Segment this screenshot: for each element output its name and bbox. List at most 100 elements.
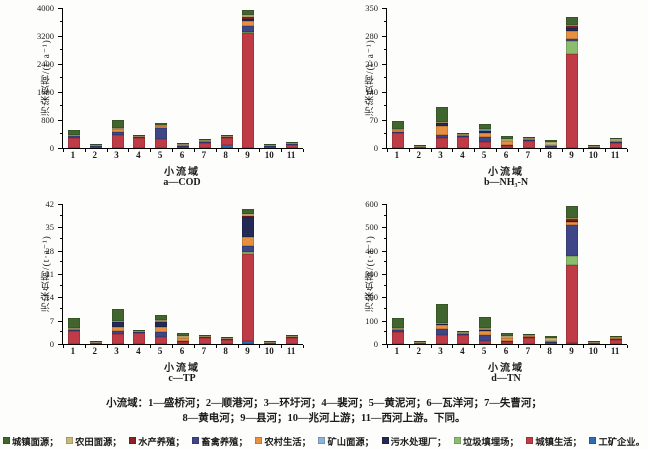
stacked-bar-5 [155, 315, 168, 344]
bar-segment [479, 123, 492, 130]
x-axis-ticks: 1 2 3 4 5 6 7 8 9 10 11 [62, 346, 302, 358]
bar-segment [544, 144, 557, 146]
y-tick-minor [60, 284, 63, 286]
x-tick-label: 9 [245, 346, 250, 356]
bar-segment [522, 139, 535, 141]
y-axis-ticks: 0 70 140 210 280 350 [350, 3, 383, 153]
bar-segment [435, 325, 448, 329]
bar-segment [566, 41, 579, 54]
stacked-bar-7 [198, 334, 211, 344]
bar-segment [610, 339, 623, 341]
bar-segment [391, 129, 404, 131]
y-tick-mark [382, 36, 386, 37]
bar-segment [435, 334, 448, 344]
stacked-bar-10 [264, 340, 277, 344]
x-tick-label: 4 [460, 150, 465, 160]
bar-segment [242, 25, 255, 32]
x-tick-label: 2 [92, 150, 97, 160]
y-tick-mark [58, 227, 62, 229]
stacked-bar-2 [413, 341, 426, 344]
chart-panel-tp: 污染负荷/(t·a⁻¹) 0 7 14 21 28 35 42 1 2 3 4 5 6 7 8 9 10 11 … [0, 196, 324, 392]
bar-segment [457, 135, 470, 137]
bar-segment [242, 21, 255, 26]
bar-segment [522, 336, 535, 338]
y-tick-label: 200 [365, 292, 378, 303]
y-tick-label: 7 [49, 315, 54, 326]
y-tick-label: 42 [45, 199, 55, 209]
y-tick-label: 70 [369, 115, 379, 125]
bar-segment [286, 335, 299, 337]
bar-segment [413, 144, 426, 146]
bar-segment [501, 338, 513, 342]
bar-segment [391, 133, 404, 148]
stacked-bar-6 [177, 333, 189, 344]
bar-segment [457, 333, 470, 335]
bar-segment [566, 221, 579, 226]
bar-segment [544, 343, 557, 344]
x-tick-mark [387, 345, 388, 348]
x-tick-label: 1 [70, 150, 76, 160]
x-tick-label: 6 [503, 150, 509, 160]
plot-area [58, 8, 304, 152]
x-tick-label: 9 [569, 346, 574, 356]
x-tick-mark [474, 345, 476, 348]
x-tick-label: 1 [394, 150, 400, 160]
y-tick-label: 14 [45, 292, 55, 303]
y-tick-minor [60, 238, 63, 239]
bar-segment [133, 331, 146, 333]
bar-segment [242, 18, 255, 22]
legend-swatch-icon [589, 437, 597, 444]
plot-area [58, 204, 304, 348]
bar-segment [264, 147, 277, 148]
y-tick-minor [60, 49, 63, 50]
y-tick-label: 4000 [37, 3, 54, 13]
legend-swatch-icon [318, 437, 326, 444]
bar-segment [177, 142, 189, 144]
bar-segment [544, 141, 557, 145]
legend-label: 工矿企业。 [598, 437, 645, 448]
bar-segment [111, 128, 124, 130]
bar-segment [89, 341, 102, 342]
y-tick-mark [58, 8, 62, 9]
stacked-bar-3 [111, 120, 124, 148]
bar-segment [610, 139, 623, 141]
y-tick-label: 280 [365, 31, 378, 41]
x-tick-label: 10 [588, 346, 598, 356]
y-axis-ticks: 0 7 14 21 28 35 42 [26, 199, 59, 349]
x-tick-mark [408, 345, 410, 348]
bar-segment [391, 327, 404, 329]
bar-segment [286, 141, 299, 143]
bar-segment [610, 335, 623, 337]
stacked-bar-1 [391, 317, 404, 344]
bar-segment [566, 255, 579, 265]
bar-segment [413, 146, 426, 148]
legend-swatch-icon [3, 437, 10, 444]
x-tick-label: 6 [503, 346, 509, 356]
caption-line-1: 小流域：1—盛桥河；2—顺港河；3—环圩河；4—裴河；5—黄泥河；6—瓦洋河；7… [106, 398, 542, 409]
stacked-bar-9 [566, 206, 579, 344]
bar-segment [413, 341, 426, 342]
bar-segment [588, 343, 601, 344]
bar-segment [479, 141, 492, 148]
y-tick-mark [58, 344, 62, 345]
bar-segment [286, 334, 299, 336]
y-tick-label: 300 [365, 269, 378, 279]
bar-segment [155, 128, 168, 139]
bar-segment [479, 331, 492, 335]
bar-segment [133, 137, 146, 148]
bar-segment [457, 331, 470, 333]
chart-panel-nh3n: 污染负荷/(t·a⁻¹) 0 70 140 210 280 350 1 2 3 4 5 6 7 8 9 10… [324, 0, 648, 196]
bar-segment [588, 341, 601, 342]
x-tick-label: 3 [114, 346, 119, 356]
y-tick-label: 1600 [37, 87, 54, 97]
bar-segment [177, 146, 189, 148]
x-tick-mark [561, 345, 563, 348]
y-tick-mark [58, 148, 62, 149]
bar-segment [566, 264, 579, 343]
x-tick-mark [215, 149, 217, 152]
bar-segment [479, 334, 492, 341]
bar-segment [89, 342, 102, 343]
bar-segment [588, 145, 601, 147]
legend-item: 垃圾填埋场； [453, 434, 519, 448]
